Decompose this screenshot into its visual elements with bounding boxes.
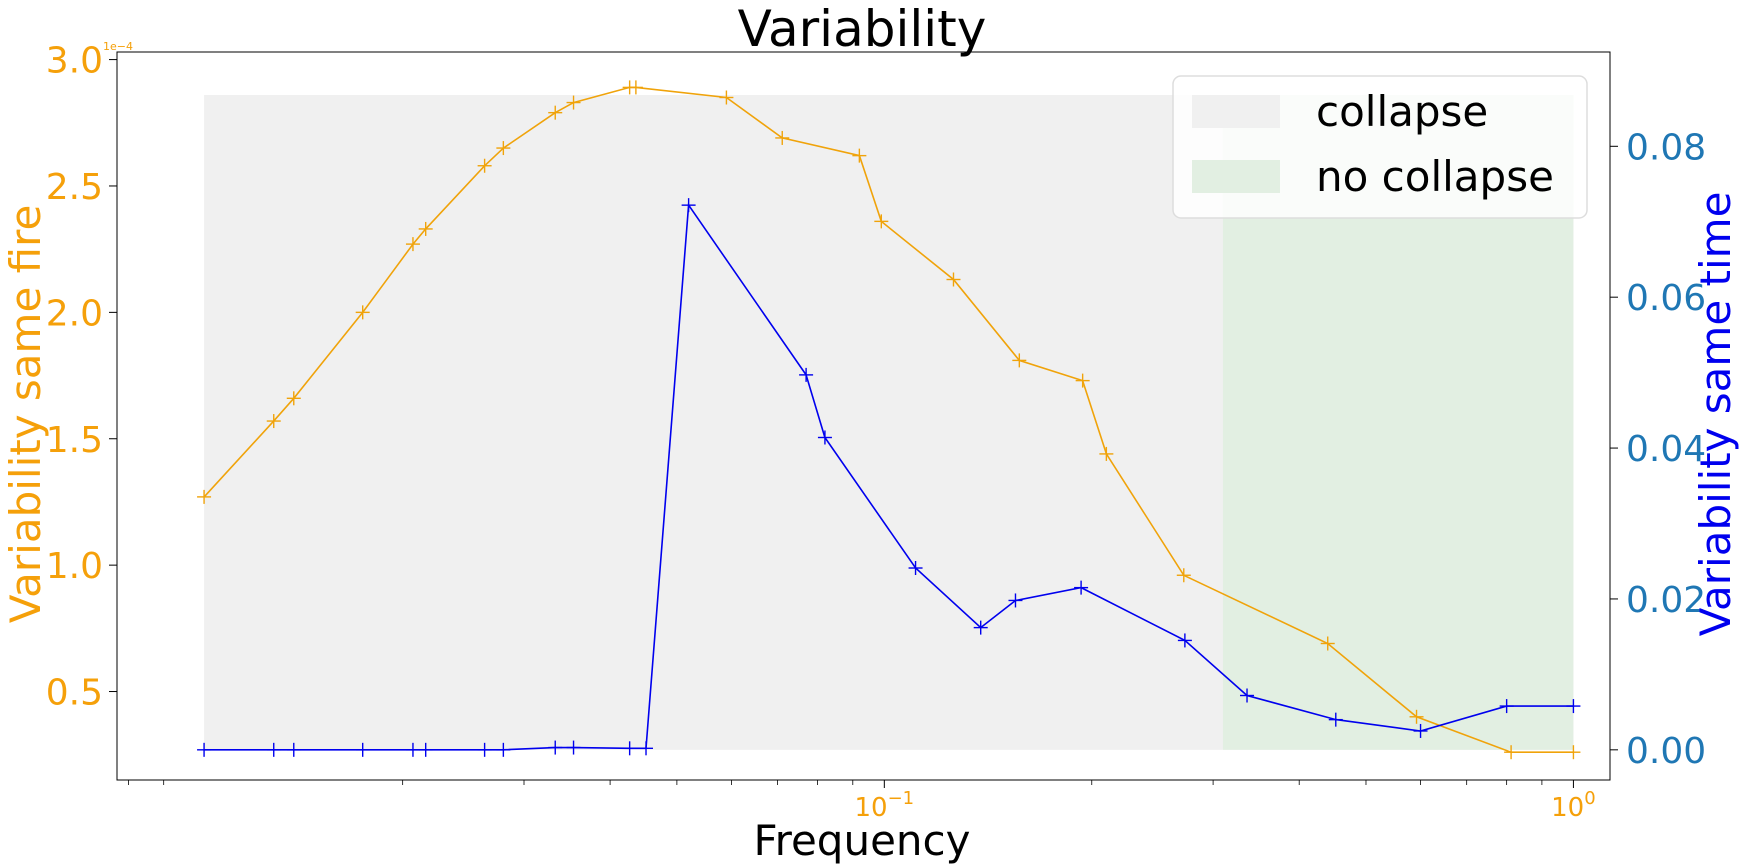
data-point-variability-same-time	[639, 741, 654, 756]
data-point-variability-same-time	[908, 561, 923, 576]
y-left-tick-label: 1.5	[46, 420, 103, 461]
y-left-tick-label: 2.0	[46, 293, 103, 334]
y-left-tick-label: 2.5	[46, 167, 103, 208]
plot-frame	[116, 51, 1611, 781]
data-point-variability-same-fire	[775, 130, 790, 145]
y-axis-label-right: Variability same time	[1691, 192, 1740, 637]
legend-label-no-collapse: no collapse	[1316, 152, 1554, 201]
data-point-variability-same-fire	[1320, 636, 1335, 651]
y-left-tick-label: 3.0	[46, 41, 103, 82]
data-point-variability-same-time	[1499, 699, 1514, 714]
data-point-variability-same-time	[477, 742, 492, 757]
y-left-tick-label: 0.5	[46, 673, 103, 714]
y-right-tick-label: 0.00	[1626, 731, 1706, 772]
y-left-tick-label: 1.0	[46, 546, 103, 587]
y-axis-offset-label: 1e−4	[103, 40, 133, 53]
data-point-variability-same-fire	[286, 391, 301, 406]
x-tick-label: 100	[1551, 788, 1596, 823]
data-point-variability-same-fire	[1176, 568, 1191, 583]
data-point-variability-same-time	[418, 742, 433, 757]
y-right-tick-label: 0.04	[1626, 429, 1706, 470]
x-tick-label: 10−1	[855, 788, 915, 823]
data-point-variability-same-fire	[946, 272, 961, 287]
legend: collapse no collapse	[1172, 75, 1588, 219]
data-point-variability-same-fire	[719, 90, 734, 105]
legend-label-collapse: collapse	[1316, 87, 1488, 136]
data-point-variability-same-time	[496, 742, 511, 757]
data-point-variability-same-fire	[477, 158, 492, 173]
data-point-variability-same-fire	[1075, 373, 1090, 388]
legend-swatch-collapse	[1192, 95, 1280, 128]
y-right-tick-label: 0.06	[1626, 278, 1706, 319]
chart-title: Variability	[738, 0, 987, 58]
data-point-variability-same-time	[548, 740, 563, 755]
data-point-variability-same-time	[286, 742, 301, 757]
data-point-variability-same-fire	[628, 80, 643, 95]
data-point-variability-same-time	[1074, 580, 1089, 595]
y-axis-label-left: Variability same fire	[1, 205, 50, 624]
data-point-variability-same-fire	[548, 105, 563, 120]
data-point-variability-same-time	[1177, 633, 1192, 648]
data-point-variability-same-fire	[355, 305, 370, 320]
data-point-variability-same-fire	[852, 148, 867, 163]
data-point-variability-same-fire	[418, 221, 433, 236]
data-point-variability-same-time	[817, 430, 832, 445]
data-point-variability-same-time	[566, 740, 581, 755]
data-point-variability-same-time	[622, 741, 637, 756]
data-point-variability-same-fire	[1099, 446, 1114, 461]
data-point-variability-same-time	[405, 742, 420, 757]
data-point-variability-same-fire	[1012, 353, 1027, 368]
data-point-variability-same-fire	[1566, 745, 1581, 760]
data-point-variability-same-fire	[197, 489, 212, 504]
data-point-variability-same-time	[197, 742, 212, 757]
data-point-variability-same-fire	[496, 141, 511, 156]
x-axis-label: Frequency	[754, 816, 971, 865]
data-point-variability-same-time	[1328, 712, 1343, 727]
data-point-variability-same-time	[1566, 699, 1581, 714]
y-right-tick-label: 0.08	[1626, 127, 1706, 168]
data-point-variability-same-time	[681, 198, 696, 213]
data-point-variability-same-time	[1413, 723, 1428, 738]
data-series	[197, 80, 1581, 760]
data-point-variability-same-time	[1008, 593, 1023, 608]
data-point-variability-same-time	[355, 742, 370, 757]
data-point-variability-same-fire	[1409, 709, 1424, 724]
axis-ticks: 10−1 100 0.5 1.0 1.5 2.0 2.5 3.0 0.00 0.02 0.04 0.0…	[46, 41, 1706, 823]
data-point-variability-same-fire	[405, 237, 420, 252]
data-point-variability-same-fire	[874, 214, 889, 229]
data-point-variability-same-time	[266, 742, 281, 757]
data-point-variability-same-fire	[266, 414, 281, 429]
data-point-variability-same-time	[799, 367, 814, 382]
y-right-tick-label: 0.02	[1626, 580, 1706, 621]
legend-swatch-no-collapse	[1192, 160, 1280, 193]
data-point-variability-same-time	[973, 620, 988, 635]
data-point-variability-same-fire	[566, 95, 581, 110]
data-point-variability-same-fire	[1504, 745, 1519, 760]
data-point-variability-same-time	[1240, 688, 1255, 703]
